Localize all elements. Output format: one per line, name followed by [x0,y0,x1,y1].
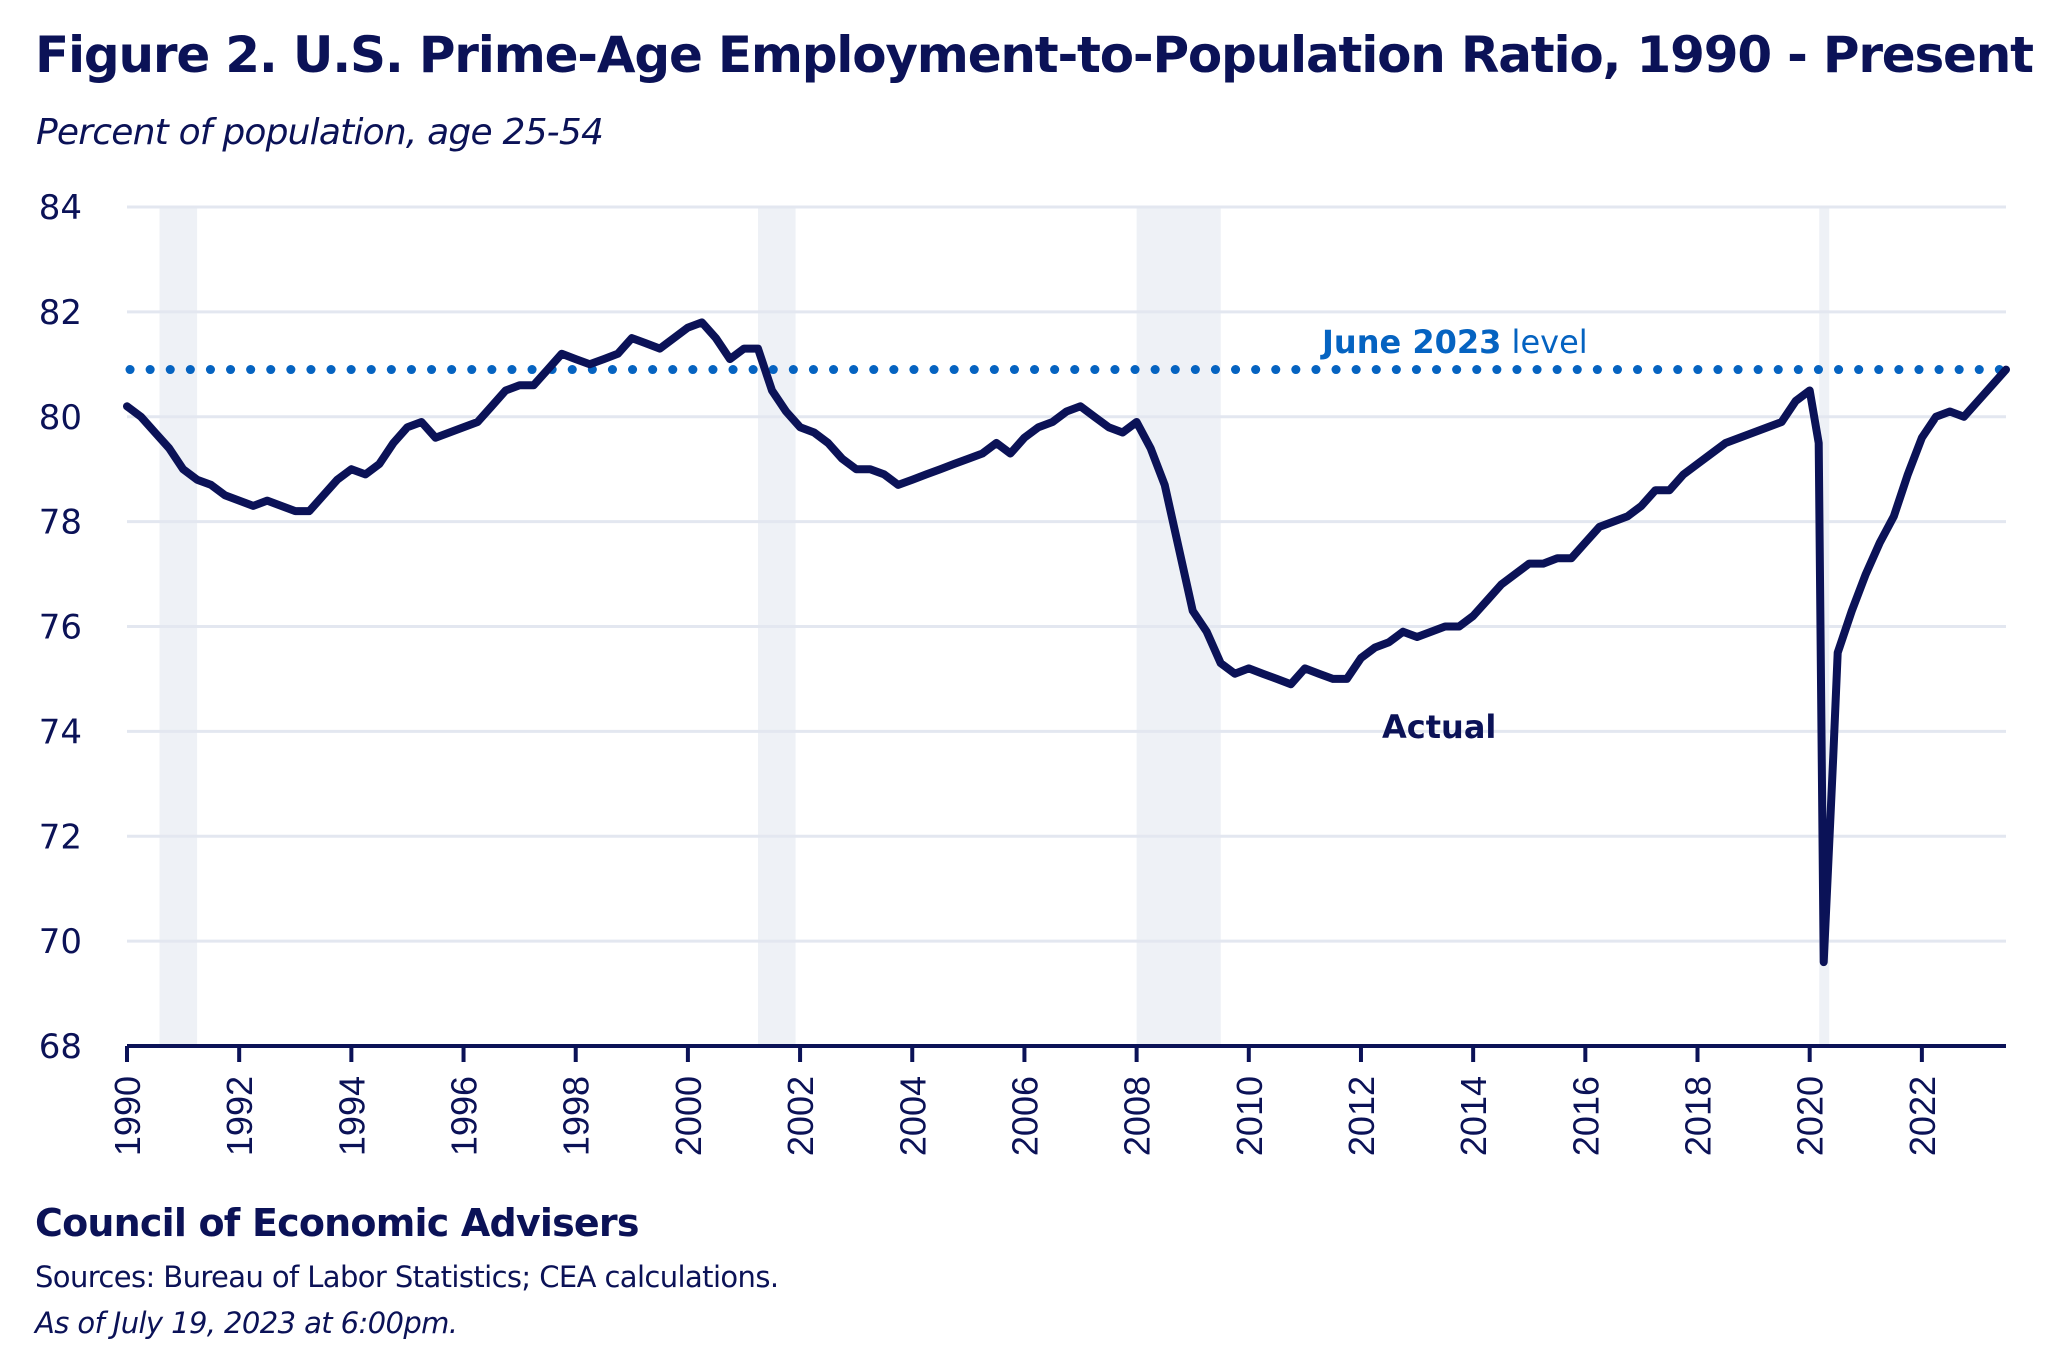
y-tick-label: 72 [39,817,82,857]
footer-organization: Council of Economic Advisers [35,1201,639,1245]
y-tick-label: 78 [39,503,82,543]
x-tick-label: 2018 [1678,1076,1719,1156]
x-tick-label: 2004 [892,1076,933,1156]
footer-as-of: As of July 19, 2023 at 6:00pm. [35,1306,458,1340]
x-tick-label: 1996 [444,1076,485,1156]
x-tick-label: 2020 [1790,1076,1831,1156]
series-group [123,318,2010,967]
y-tick-label: 84 [39,188,82,228]
x-tick-label: 2000 [668,1076,709,1156]
y-tick-label: 70 [39,922,82,962]
y-tick-label: 82 [39,293,82,333]
y-tick-label: 74 [39,712,82,752]
y-tick-label: 76 [39,608,82,648]
x-tick-label: 2010 [1229,1076,1270,1156]
reference-line-label: June 2023 level [1320,323,1588,361]
x-tick-label: 1994 [331,1076,372,1156]
x-tick-label: 1990 [107,1076,148,1156]
y-axis: 68 70 72 74 76 78 80 82 84 [39,188,82,1067]
chart-subtitle: Percent of population, age 25-54 [36,112,604,153]
series-label-actual: Actual [1382,708,1496,746]
x-tick-label: 1998 [556,1076,597,1156]
chart-title: Figure 2. U.S. Prime-Age Employment-to-P… [35,26,2034,84]
reference-label-bold: June 2023 [1320,323,1501,361]
x-tick-label: 2006 [1004,1076,1045,1156]
footer-sources: Sources: Bureau of Labor Statistics; CEA… [35,1260,779,1294]
x-tick-label: 2016 [1565,1076,1606,1156]
gridlines [127,205,2006,943]
y-tick-label: 80 [39,398,82,438]
reference-label-regular: level [1501,323,1587,361]
x-tick-label: 1992 [219,1076,260,1156]
x-axis: 1990 1992 1994 1996 1998 2000 2002 2004 2006 2008… [107,1044,2006,1156]
x-tick-label: 2014 [1453,1076,1494,1156]
annotations: June 2023 level Actual [1320,323,1588,746]
y-tick-label: 68 [39,1027,82,1067]
x-tick-label: 2012 [1341,1076,1382,1156]
x-tick-label: 2002 [780,1076,821,1156]
x-tick-label: 2022 [1902,1076,1943,1156]
x-tick-label: 2008 [1117,1076,1158,1156]
series-line-actual [123,318,2010,967]
